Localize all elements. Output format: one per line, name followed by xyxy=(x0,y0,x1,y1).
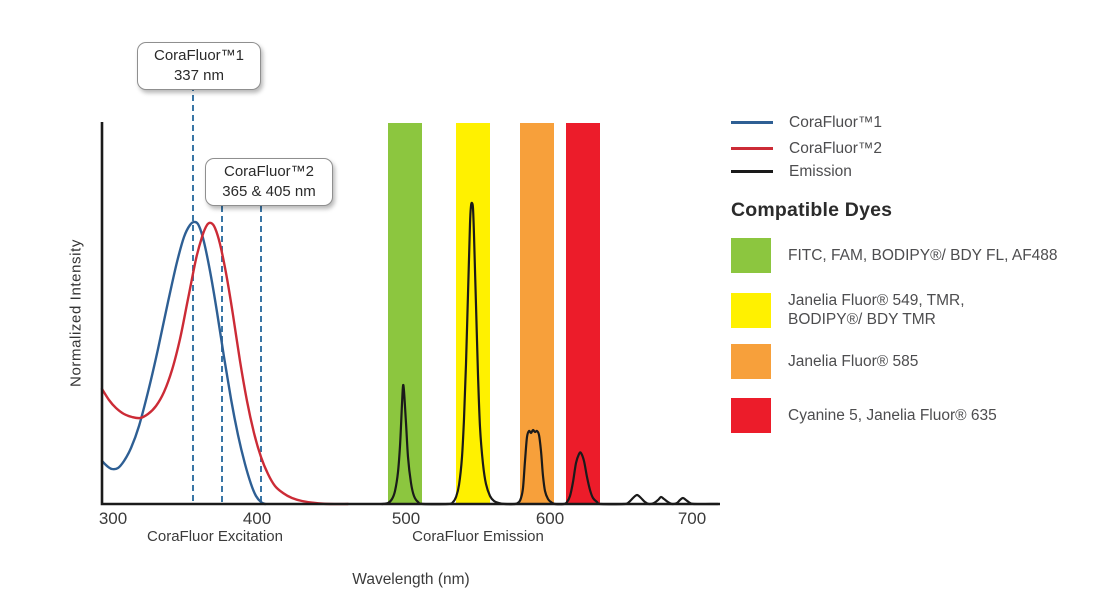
legend-label-corafluor2: CoraFluor™2 xyxy=(789,139,883,157)
corafluor2-line-swatch xyxy=(731,147,773,150)
green-dye-swatch xyxy=(731,238,771,273)
callout-corafluor2-365-405nm: CoraFluor™2 365 & 405 nm xyxy=(205,158,333,206)
x-tick-400: 400 xyxy=(242,509,272,528)
dye-row-orange: Janelia Fluor® 585 xyxy=(731,344,918,379)
legend-label-corafluor1: CoraFluor™1 xyxy=(789,113,883,131)
green-dye-label: FITC, FAM, BODIPY®/ BDY FL, AF488 xyxy=(788,246,1058,264)
callout-corafluor1-337nm: CoraFluor™1 337 nm xyxy=(137,42,261,90)
legend-item-corafluor1: CoraFluor™1 xyxy=(731,114,882,131)
callout-corafluor1-wavelength: 337 nm xyxy=(173,66,225,84)
dye-row-green: FITC, FAM, BODIPY®/ BDY FL, AF488 xyxy=(731,238,1058,273)
dye-band-green xyxy=(388,123,422,504)
x-tick-600: 600 xyxy=(535,509,565,528)
yellow-dye-label-line1: Janelia Fluor® 549, TMR, xyxy=(788,292,965,309)
orange-dye-label: Janelia Fluor® 585 xyxy=(788,352,919,370)
yellow-dye-swatch xyxy=(731,292,771,328)
dye-row-red: Cyanine 5, Janelia Fluor® 635 xyxy=(731,398,997,433)
callout-corafluor2-wavelength: 365 & 405 nm xyxy=(222,182,316,200)
emission-section-label: CoraFluor Emission xyxy=(412,528,544,545)
corafluor1-line-swatch xyxy=(731,121,773,124)
cf2-excitation-curve xyxy=(100,221,350,506)
callout-corafluor1-title: CoraFluor™1 xyxy=(153,47,245,64)
axis-lines xyxy=(100,122,720,506)
dye-band-yellow xyxy=(456,123,490,504)
cf1-excitation-curve xyxy=(100,220,267,506)
x-axis-label: Wavelength (nm) xyxy=(352,571,470,588)
dye-row-yellow: Janelia Fluor® 549, TMR, BODIPY®/ BDY TM… xyxy=(731,291,965,330)
dye-band-red xyxy=(566,123,600,504)
compatible-dyes-heading: Compatible Dyes xyxy=(731,199,893,221)
x-tick-700: 700 xyxy=(677,509,707,528)
legend-item-emission: Emission xyxy=(731,163,852,180)
y-axis-label: Normalized Intensity xyxy=(67,239,85,387)
legend-item-corafluor2: CoraFluor™2 xyxy=(731,140,882,157)
yellow-dye-label-line2: BODIPY®/ BDY TMR xyxy=(788,311,936,329)
orange-dye-swatch xyxy=(731,344,771,379)
callout-corafluor2-title: CoraFluor™2 xyxy=(223,163,315,180)
legend-label-emission: Emission xyxy=(789,162,852,180)
red-dye-swatch xyxy=(731,398,771,433)
excitation-section-label: CoraFluor Excitation xyxy=(147,528,283,545)
x-tick-500: 500 xyxy=(391,509,421,528)
x-tick-300: 300 xyxy=(98,509,128,528)
red-dye-label: Cyanine 5, Janelia Fluor® 635 xyxy=(788,406,997,424)
emission-line-swatch xyxy=(731,170,773,173)
